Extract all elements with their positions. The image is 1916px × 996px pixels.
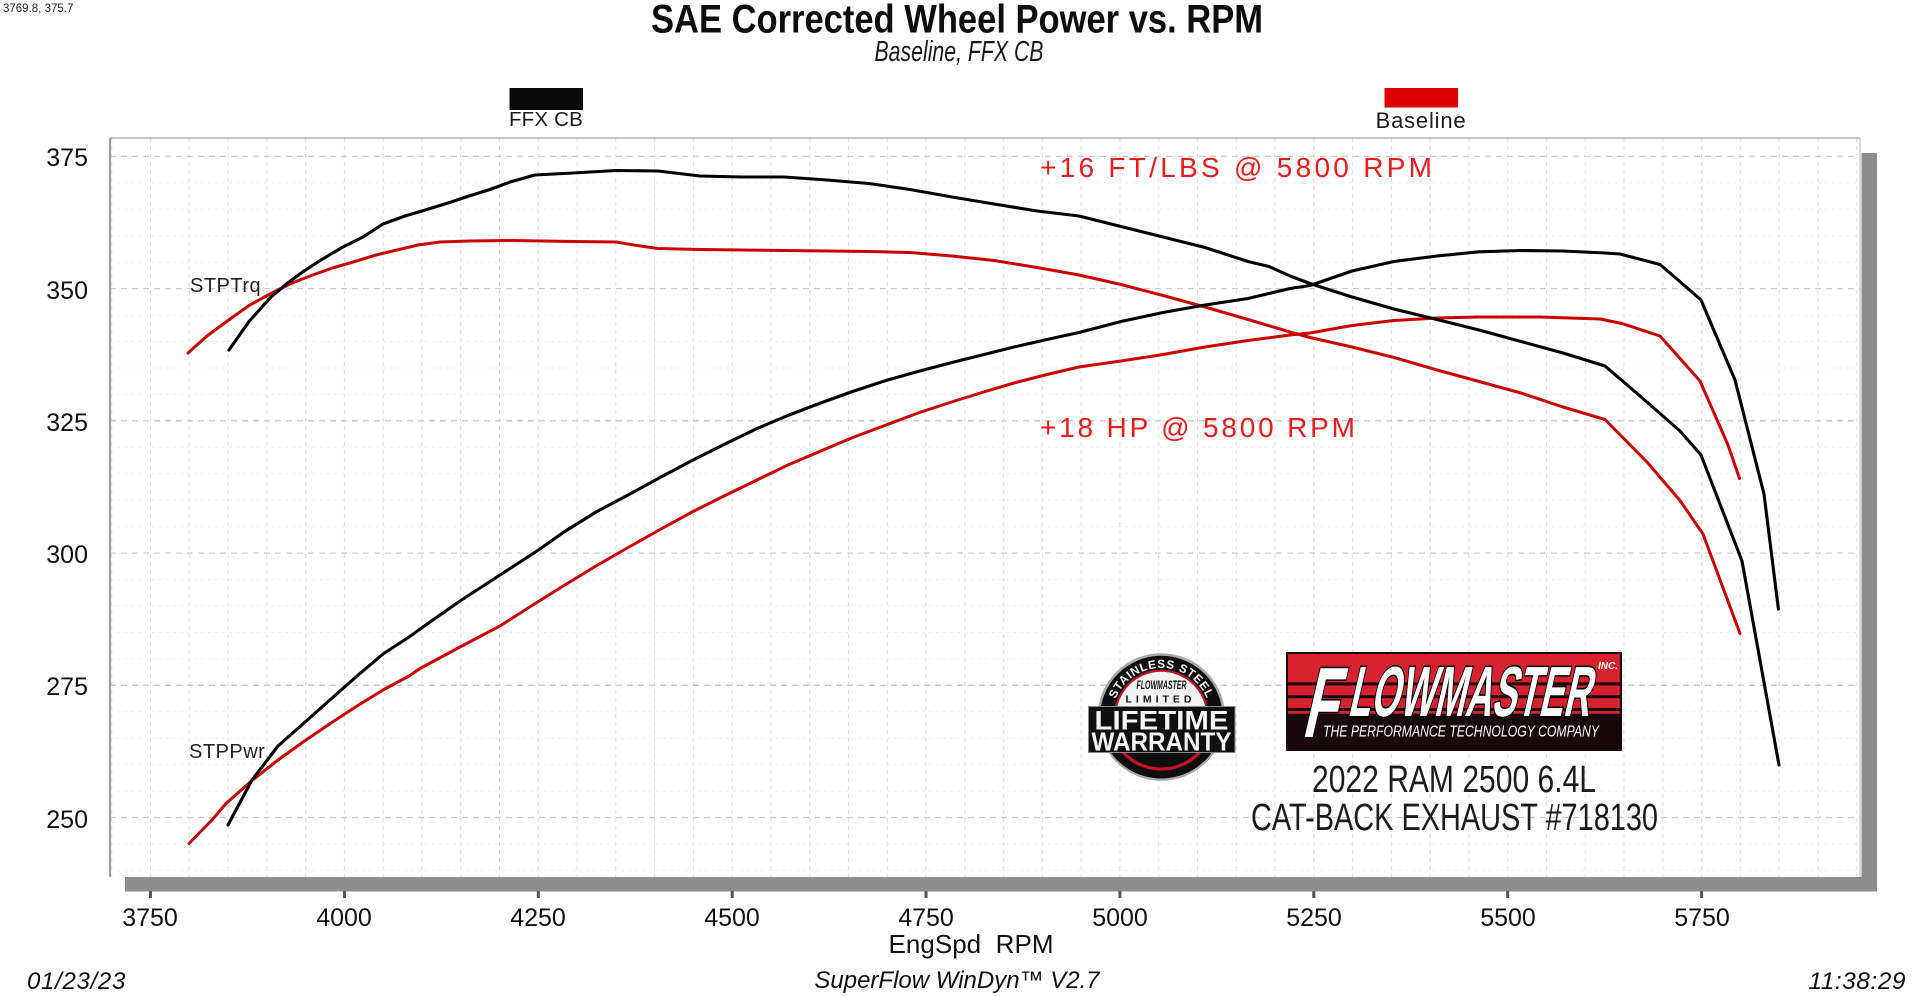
svg-text:FLOWMASTER: FLOWMASTER	[1137, 678, 1187, 692]
svg-text:LIMITED: LIMITED	[1126, 694, 1196, 706]
svg-text:LIFETIME: LIFETIME	[1095, 706, 1229, 736]
svg-text:EngSpd RPM: EngSpd RPM	[889, 929, 1054, 959]
svg-text:+18 HP @ 5800 RPM: +18 HP @ 5800 RPM	[1040, 412, 1355, 443]
svg-text:WARRANTY: WARRANTY	[1092, 727, 1232, 757]
svg-text:Baseline, FFX CB: Baseline, FFX CB	[875, 36, 1044, 68]
svg-text:LOWMASTER: LOWMASTER	[1343, 653, 1603, 732]
svg-text:2022 RAM 2500 6.4L: 2022 RAM 2500 6.4L	[1312, 759, 1596, 801]
svg-text:CAT-BACK EXHAUST #718130: CAT-BACK EXHAUST #718130	[1251, 797, 1658, 839]
svg-text:INC.: INC.	[1598, 661, 1618, 672]
svg-text:SAE Corrected Wheel Power vs.: SAE Corrected Wheel Power vs. RPM	[651, 0, 1263, 42]
svg-text:+16 FT/LBS @ 5800 RPM: +16 FT/LBS @ 5800 RPM	[1040, 152, 1432, 183]
svg-text:THE PERFORMANCE TECHNOLOGY COM: THE PERFORMANCE TECHNOLOGY COMPANY	[1323, 724, 1600, 741]
